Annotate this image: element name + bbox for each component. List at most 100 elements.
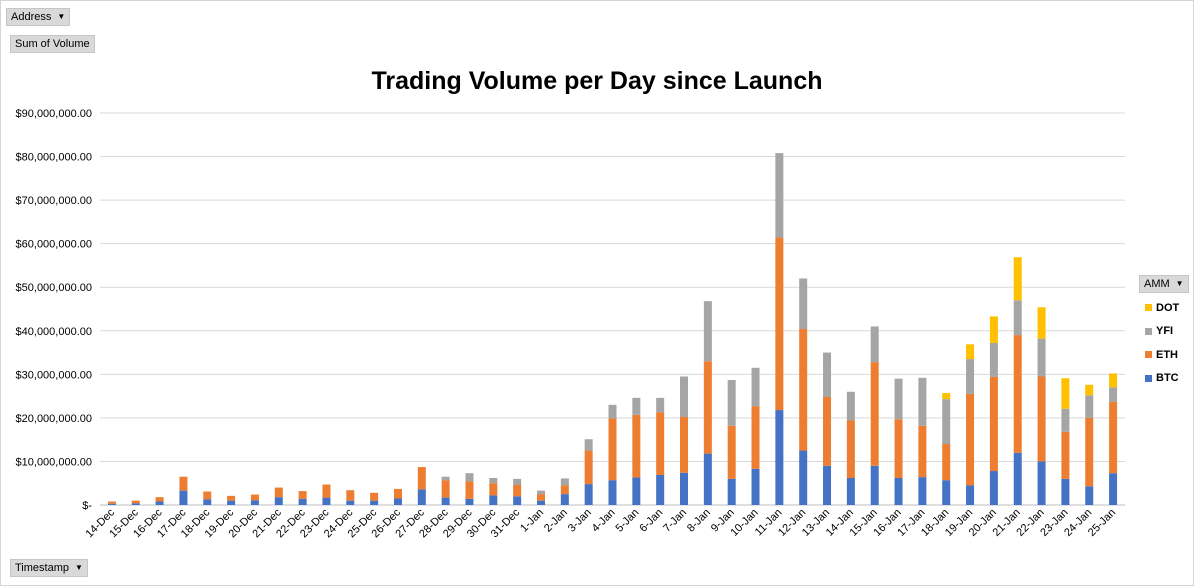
bar-btc-25-jan	[1109, 473, 1118, 505]
legend-swatch	[1145, 304, 1152, 312]
legend-item-dot[interactable]: DOT	[1145, 296, 1179, 320]
bar-btc-8-jan	[703, 453, 712, 505]
bar-yfi-28-dec	[441, 476, 450, 481]
bar-btc-5-jan	[632, 477, 641, 505]
x-tick-label: 25-Jan	[1086, 507, 1118, 539]
bar-btc-31-dec	[513, 496, 522, 505]
x-tick-label: 7-Jan	[661, 507, 689, 535]
chart-title: Trading Volume per Day since Launch	[371, 67, 822, 95]
bar-yfi-22-jan	[1037, 338, 1046, 377]
bar-btc-16-dec	[155, 501, 164, 505]
bar-btc-23-jan	[1061, 478, 1070, 505]
dropdown-arrow-icon: ▼	[75, 563, 83, 572]
y-tick-label: $70,000,000.00	[16, 195, 92, 207]
bar-eth-16-jan	[894, 419, 903, 478]
y-tick-label: $50,000,000.00	[16, 282, 92, 294]
bar-yfi-16-jan	[894, 378, 903, 420]
legend-label: YFI	[1156, 325, 1174, 338]
bar-yfi-17-jan	[918, 377, 927, 426]
bar-yfi-11-jan	[775, 153, 784, 238]
bar-btc-29-dec	[465, 498, 474, 505]
address-filter-label: Address	[11, 11, 52, 23]
bar-yfi-1-jan	[536, 490, 545, 495]
bar-yfi-8-jan	[703, 301, 712, 362]
bar-eth-14-jan	[846, 420, 855, 478]
bar-yfi-20-jan	[989, 342, 998, 377]
dropdown-arrow-icon: ▼	[1175, 279, 1184, 288]
bar-btc-27-dec	[417, 489, 426, 505]
bar-eth-9-jan	[727, 425, 736, 479]
bar-eth-20-dec	[250, 494, 259, 501]
bar-yfi-29-dec	[465, 473, 474, 482]
bar-btc-1-jan	[536, 500, 545, 505]
bar-btc-22-jan	[1037, 461, 1046, 505]
bar-dot-19-jan	[966, 344, 975, 360]
y-tick-label: $20,000,000.00	[16, 413, 92, 425]
bar-btc-6-jan	[656, 474, 665, 505]
bar-dot-21-jan	[1013, 257, 1022, 301]
bar-yfi-23-jan	[1061, 408, 1070, 432]
bar-eth-22-jan	[1037, 376, 1046, 462]
bar-eth-4-jan	[608, 418, 617, 481]
legend-item-btc[interactable]: BTC	[1145, 367, 1179, 391]
y-tick-label: $60,000,000.00	[16, 239, 92, 251]
bar-yfi-2-jan	[560, 478, 569, 486]
bar-yfi-25-jan	[1109, 387, 1118, 402]
bar-yfi-9-jan	[727, 379, 736, 426]
bar-eth-21-dec	[274, 487, 283, 498]
bar-eth-17-dec	[179, 476, 188, 491]
bar-eth-28-dec	[441, 480, 450, 498]
bar-btc-15-jan	[870, 465, 879, 505]
legend: DOT YFI ETH BTC	[1145, 296, 1179, 390]
bar-yfi-21-jan	[1013, 300, 1022, 336]
legend-item-eth[interactable]: ETH	[1145, 343, 1179, 367]
address-filter-button[interactable]: Address ▼	[6, 8, 71, 26]
bar-eth-2-jan	[560, 485, 569, 495]
bar-btc-14-jan	[846, 477, 855, 505]
bar-eth-27-dec	[417, 467, 426, 490]
x-axis-ticks: 14-Dec15-Dec16-Dec17-Dec18-Dec19-Dec20-D…	[83, 506, 1118, 540]
bar-eth-17-jan	[918, 425, 927, 478]
bar-eth-14-dec	[107, 501, 116, 504]
bar-yfi-13-jan	[823, 352, 832, 397]
sum-of-volume-field-button[interactable]: Sum of Volume	[10, 35, 95, 53]
bar-eth-19-dec	[227, 495, 236, 501]
bar-eth-24-dec	[346, 490, 355, 501]
legend-swatch	[1145, 327, 1152, 335]
amm-filter-button[interactable]: AMM ▼	[1139, 275, 1189, 293]
y-tick-label: $90,000,000.00	[16, 108, 92, 120]
legend-item-yfi[interactable]: YFI	[1145, 320, 1179, 344]
bar-eth-6-jan	[656, 412, 665, 475]
bar-eth-22-dec	[298, 491, 307, 499]
bar-eth-3-jan	[584, 450, 593, 485]
bar-yfi-14-jan	[846, 391, 855, 421]
bar-btc-28-dec	[441, 497, 450, 505]
bar-eth-16-dec	[155, 497, 164, 502]
bar-eth-23-jan	[1061, 431, 1070, 479]
x-tick-label: 4-Jan	[590, 507, 618, 535]
y-tick-label: $-	[82, 500, 92, 512]
bar-eth-19-jan	[966, 393, 975, 486]
bar-btc-16-jan	[894, 477, 903, 505]
bar-yfi-5-jan	[632, 397, 641, 415]
bar-btc-19-dec	[227, 500, 236, 505]
bar-eth-12-jan	[799, 329, 808, 451]
bar-btc-19-jan	[966, 485, 975, 505]
bar-dot-25-jan	[1109, 373, 1118, 388]
bar-btc-12-jan	[799, 450, 808, 505]
bar-btc-2-jan	[560, 494, 569, 505]
bar-dot-23-jan	[1061, 378, 1070, 409]
timestamp-filter-label: Timestamp	[15, 562, 69, 574]
bar-btc-21-jan	[1013, 452, 1022, 505]
bar-eth-21-jan	[1013, 335, 1022, 453]
timestamp-filter-button[interactable]: Timestamp ▼	[10, 559, 88, 577]
bar-yfi-18-jan	[942, 399, 951, 445]
bar-btc-10-jan	[751, 468, 760, 505]
bar-yfi-31-dec	[513, 478, 522, 485]
bar-eth-23-dec	[322, 484, 331, 498]
bar-yfi-19-jan	[966, 359, 975, 394]
legend-swatch	[1145, 374, 1152, 382]
bar-btc-22-dec	[298, 498, 307, 505]
bar-eth-11-jan	[775, 237, 784, 411]
